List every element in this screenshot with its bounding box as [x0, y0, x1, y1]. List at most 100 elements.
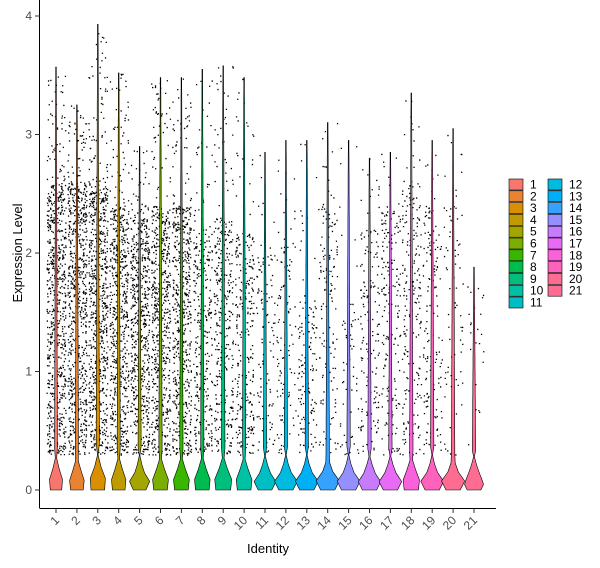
- x-tick-label: 12: [273, 513, 293, 533]
- x-tick-label: 10: [231, 513, 251, 533]
- legend-label-12: 12: [569, 178, 583, 192]
- violin-9: [214, 65, 233, 491]
- x-tick-label: 20: [440, 513, 460, 533]
- y-tick-label: 4: [25, 9, 32, 23]
- points-16: [360, 158, 381, 452]
- violin-12: [274, 140, 298, 491]
- violin-7: [173, 77, 190, 491]
- legend-key-14: [547, 202, 563, 214]
- violin-18: [402, 92, 420, 491]
- legend-label-17: 17: [569, 237, 583, 251]
- x-tick-label: 21: [461, 513, 481, 533]
- legend-label-15: 15: [569, 213, 583, 227]
- points-10: [234, 78, 255, 456]
- axes-layer: [39, 0, 496, 509]
- x-axis-title: Identity: [247, 541, 289, 556]
- legend-label-6: 6: [530, 237, 537, 251]
- violins-layer: [49, 23, 484, 491]
- violin-4: [111, 72, 127, 491]
- x-tick-label: 4: [110, 513, 125, 528]
- y-tick-label: 0: [25, 483, 32, 497]
- violin-20: [441, 128, 466, 491]
- y-ticks: 0 1 2 3 4: [25, 9, 40, 497]
- legend-label-3: 3: [530, 201, 537, 215]
- legend-key-16: [547, 225, 563, 238]
- points-1: [46, 75, 67, 456]
- x-tick-label: 9: [215, 513, 230, 528]
- legend-key-17: [547, 237, 563, 250]
- x-tick-label: 7: [173, 513, 188, 528]
- legend-label-8: 8: [530, 260, 537, 274]
- legend-label-11: 11: [530, 296, 543, 310]
- legend-label-13: 13: [569, 189, 583, 203]
- violin-19: [420, 140, 444, 491]
- points-3: [88, 33, 109, 455]
- violin-14: [315, 122, 340, 491]
- points-8: [193, 80, 214, 453]
- legend-key-10: [508, 284, 524, 297]
- legend-key-15: [547, 214, 563, 226]
- legend-key-4: [508, 214, 524, 226]
- legend-key-3: [508, 202, 524, 214]
- legend-key-20: [547, 273, 563, 285]
- legend-key-21: [547, 284, 563, 297]
- legend-label-4: 4: [530, 213, 537, 227]
- x-tick-label: 18: [398, 513, 418, 533]
- x-tick-label: 16: [356, 513, 376, 533]
- x-tick-label: 8: [194, 513, 209, 528]
- legend-label-7: 7: [530, 248, 537, 262]
- legend-key-18: [547, 249, 563, 262]
- legend-key-5: [508, 225, 524, 238]
- violin-11: [253, 152, 277, 491]
- x-tick-label: 1: [47, 513, 62, 528]
- points-11: [255, 154, 276, 453]
- legend-key-19: [547, 261, 563, 273]
- violin-10: [235, 77, 253, 491]
- violin-8: [194, 69, 211, 491]
- violin-6: [152, 77, 169, 491]
- violin-21: [464, 266, 484, 491]
- legend-key-9: [508, 273, 524, 285]
- x-tick-label: 19: [419, 513, 439, 533]
- y-tick-label: 2: [25, 246, 32, 260]
- legend-label-18: 18: [569, 248, 583, 262]
- violin-17: [378, 152, 403, 491]
- y-tick-label: 3: [25, 128, 32, 142]
- legend-key-11: [508, 296, 524, 309]
- legend-label-1: 1: [530, 178, 537, 192]
- violin-5: [129, 146, 151, 491]
- x-tick-label: 6: [152, 513, 167, 528]
- x-tick-label: 2: [68, 513, 83, 528]
- legend-key-12: [547, 178, 563, 191]
- x-tick-label: 5: [131, 513, 146, 528]
- points-5: [130, 150, 151, 456]
- legend-label-10: 10: [530, 284, 544, 298]
- violin-16: [357, 157, 382, 491]
- x-tick-label: 15: [335, 513, 355, 533]
- x-tick-label: 17: [377, 513, 397, 533]
- legend-key-8: [508, 261, 524, 273]
- violin-2: [69, 104, 85, 491]
- x-tick-label: 11: [252, 513, 271, 532]
- violin-1: [49, 66, 63, 491]
- points-21: [467, 286, 485, 447]
- legend-key-13: [547, 190, 563, 203]
- points-6: [151, 80, 172, 456]
- legend-label-21: 21: [569, 284, 583, 298]
- violin-13: [295, 140, 319, 491]
- x-ticks: 1 2 3 4 5 6 7 8 9 10 11 12 13 14 15 16 17 18 19 20 21: [47, 508, 481, 533]
- points-7: [171, 78, 193, 456]
- x-tick-label: 13: [294, 513, 314, 533]
- legend-label-20: 20: [569, 272, 583, 286]
- x-tick-label: 3: [89, 513, 104, 528]
- x-tick-label: 14: [314, 513, 334, 533]
- legend-key-1: [508, 178, 524, 191]
- legend-key-7: [508, 249, 524, 262]
- legend-label-2: 2: [530, 189, 537, 203]
- legend-key-6: [508, 237, 524, 250]
- y-tick-label: 1: [25, 365, 32, 379]
- legend-label-14: 14: [569, 201, 583, 215]
- legend-label-5: 5: [530, 225, 537, 239]
- violin-15: [336, 140, 361, 491]
